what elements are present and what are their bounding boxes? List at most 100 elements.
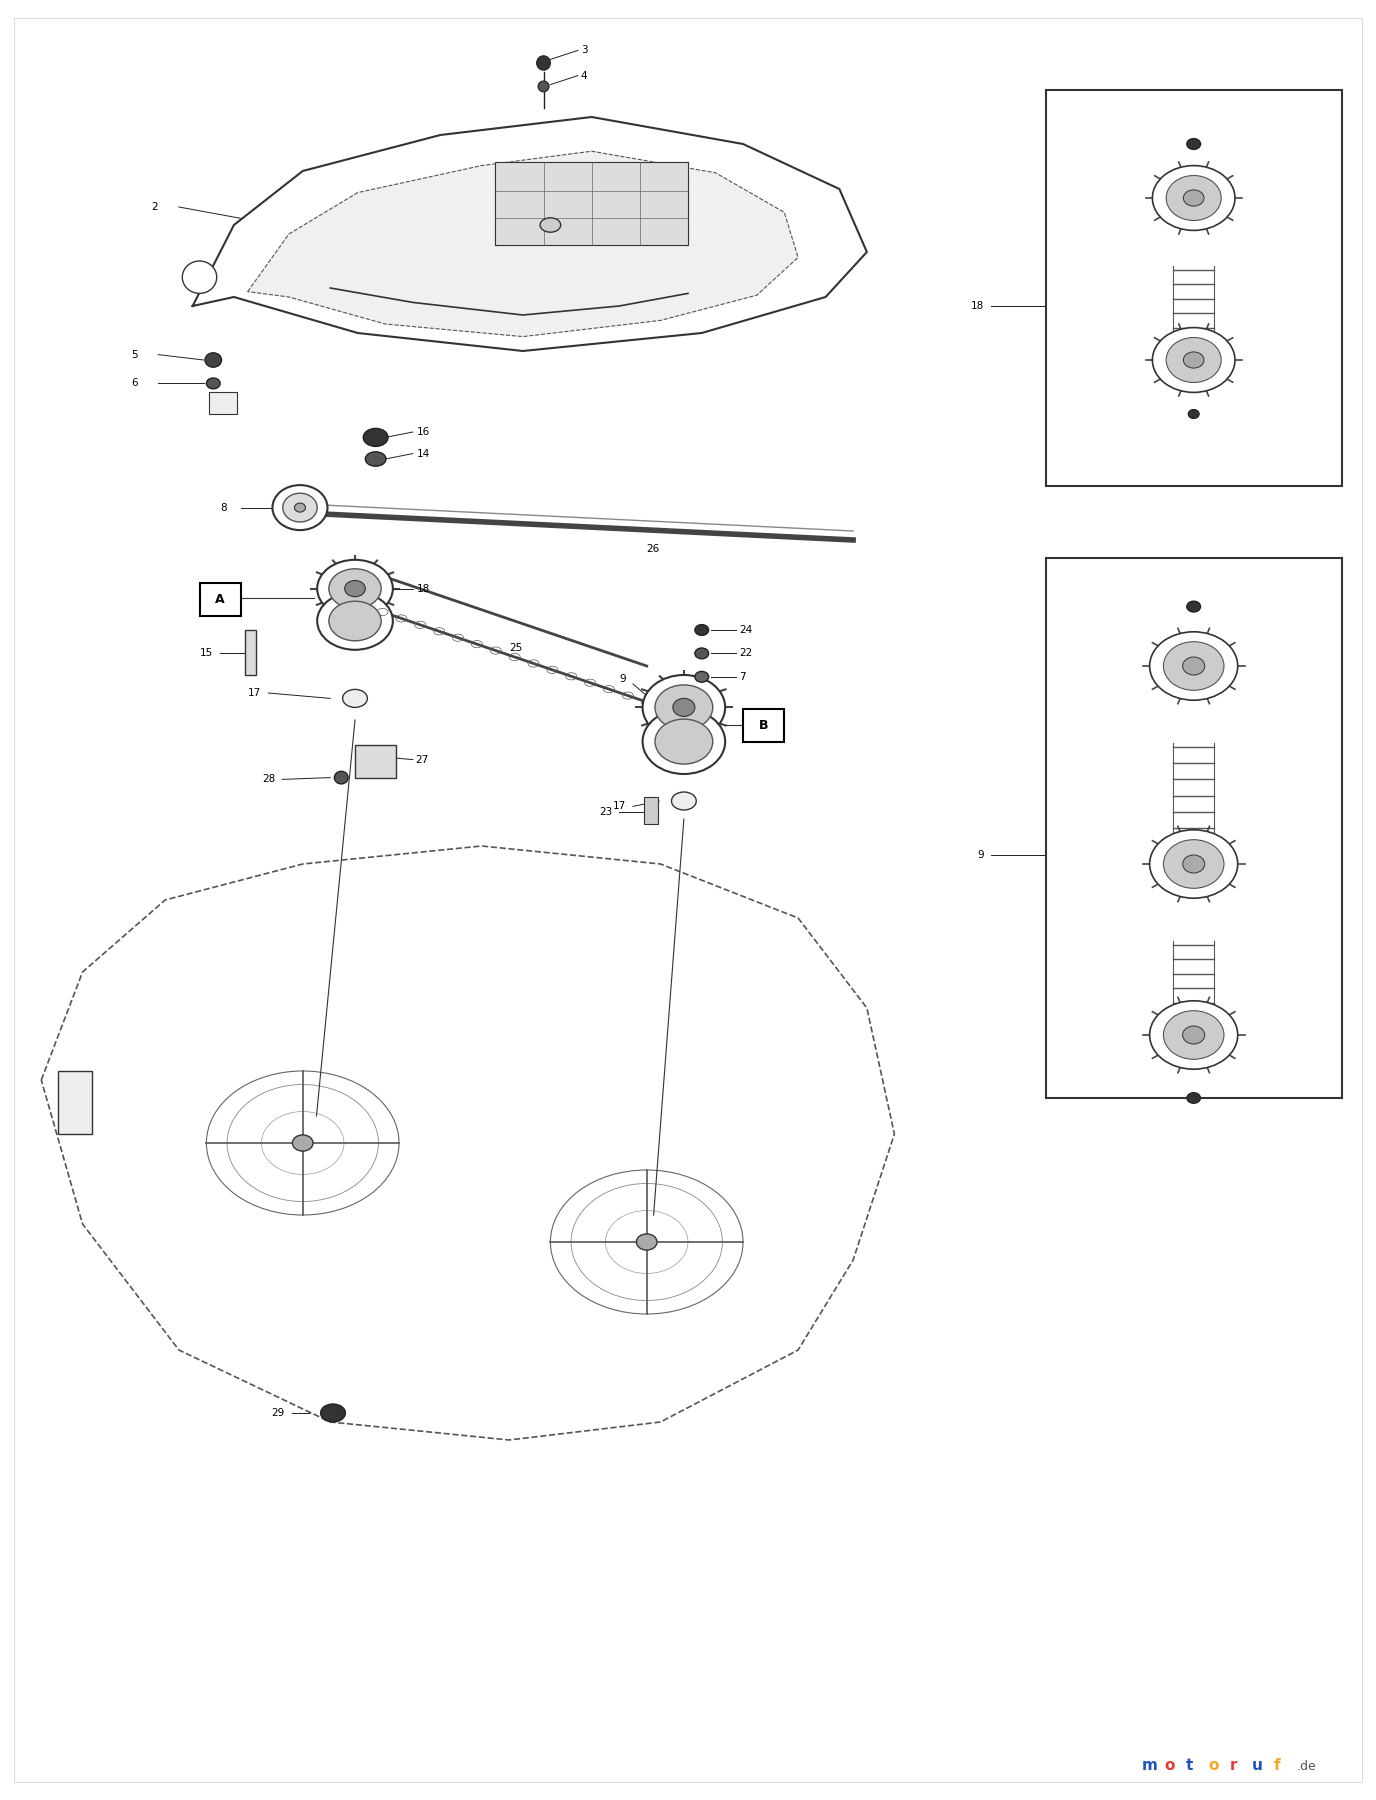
Bar [644, 797, 658, 824]
Text: 12: 12 [1240, 592, 1252, 603]
Text: 20: 20 [1240, 130, 1252, 140]
Ellipse shape [1165, 338, 1222, 383]
Polygon shape [248, 151, 798, 337]
Ellipse shape [1164, 841, 1225, 889]
Text: 3: 3 [581, 45, 588, 56]
Bar [245, 630, 256, 675]
Bar [1046, 90, 1342, 486]
Text: .de: .de [1296, 1760, 1315, 1773]
Text: 25: 25 [509, 643, 523, 653]
Ellipse shape [1183, 855, 1205, 873]
Text: t: t [1186, 1759, 1193, 1773]
Ellipse shape [182, 261, 217, 293]
Text: 4: 4 [581, 70, 588, 81]
Ellipse shape [673, 698, 695, 716]
Text: 24: 24 [739, 625, 753, 635]
Ellipse shape [539, 218, 561, 232]
Text: 11: 11 [1274, 652, 1287, 662]
Ellipse shape [1164, 1012, 1225, 1058]
Ellipse shape [334, 772, 348, 785]
Ellipse shape [1183, 353, 1204, 369]
Ellipse shape [321, 1404, 345, 1422]
Text: 2: 2 [151, 202, 158, 212]
Text: 13: 13 [1090, 1089, 1104, 1100]
Text: 23: 23 [599, 806, 612, 817]
Ellipse shape [643, 675, 725, 740]
Text: 5: 5 [131, 349, 138, 360]
Text: 10: 10 [1274, 859, 1287, 869]
Text: 26: 26 [647, 544, 660, 554]
Ellipse shape [345, 580, 366, 596]
Polygon shape [495, 162, 688, 245]
Text: B: B [760, 718, 768, 733]
Ellipse shape [272, 486, 327, 531]
Ellipse shape [1183, 1026, 1205, 1044]
Text: 17: 17 [612, 801, 626, 812]
Ellipse shape [1183, 657, 1205, 675]
Ellipse shape [366, 452, 385, 466]
Polygon shape [41, 846, 894, 1440]
Ellipse shape [643, 709, 725, 774]
Text: f: f [1274, 1759, 1281, 1773]
FancyBboxPatch shape [1050, 99, 1091, 144]
Text: 28: 28 [261, 774, 275, 785]
Text: 7: 7 [739, 671, 746, 682]
Text: 21: 21 [1090, 405, 1104, 416]
Ellipse shape [363, 428, 388, 446]
Ellipse shape [1164, 643, 1225, 691]
Bar [58, 1071, 92, 1134]
Text: 22: 22 [739, 648, 753, 659]
Ellipse shape [316, 592, 394, 650]
Ellipse shape [695, 648, 709, 659]
Ellipse shape [1153, 166, 1236, 230]
Ellipse shape [205, 353, 222, 367]
Bar [209, 392, 237, 414]
Text: 19: 19 [1281, 292, 1293, 302]
Text: A: A [216, 592, 224, 607]
Ellipse shape [538, 81, 549, 92]
Ellipse shape [293, 1136, 314, 1152]
FancyBboxPatch shape [200, 583, 241, 616]
Text: 14: 14 [417, 448, 431, 459]
Text: 9: 9 [977, 850, 984, 860]
Bar [1046, 558, 1342, 1098]
Text: 16: 16 [417, 427, 431, 437]
Ellipse shape [1165, 176, 1222, 221]
Text: 18: 18 [970, 301, 984, 311]
Text: 11: 11 [1274, 967, 1287, 977]
FancyBboxPatch shape [743, 709, 784, 742]
Ellipse shape [1189, 410, 1198, 419]
FancyBboxPatch shape [1050, 567, 1091, 612]
Text: 8: 8 [220, 502, 227, 513]
Ellipse shape [1150, 830, 1238, 898]
Ellipse shape [206, 378, 220, 389]
Text: 29: 29 [271, 1408, 285, 1418]
Text: u: u [1252, 1759, 1263, 1773]
Ellipse shape [343, 689, 367, 707]
Polygon shape [193, 117, 867, 351]
Ellipse shape [283, 493, 316, 522]
Ellipse shape [294, 504, 305, 513]
Ellipse shape [1186, 601, 1201, 612]
Ellipse shape [329, 601, 381, 641]
Ellipse shape [1186, 139, 1201, 149]
Text: m: m [1142, 1759, 1159, 1773]
Ellipse shape [329, 569, 381, 608]
Ellipse shape [1186, 1093, 1201, 1103]
Text: 27: 27 [416, 754, 429, 765]
Text: 15: 15 [200, 648, 213, 659]
Ellipse shape [316, 560, 394, 617]
Text: 18: 18 [417, 583, 431, 594]
Ellipse shape [1150, 632, 1238, 700]
Text: 9: 9 [619, 673, 626, 684]
Ellipse shape [537, 56, 550, 70]
Ellipse shape [1150, 1001, 1238, 1069]
Ellipse shape [695, 625, 709, 635]
Ellipse shape [636, 1235, 658, 1249]
Text: o: o [1208, 1759, 1219, 1773]
Bar [355, 745, 396, 778]
Ellipse shape [1153, 328, 1236, 392]
Ellipse shape [1183, 191, 1204, 207]
Ellipse shape [695, 671, 709, 682]
Ellipse shape [655, 720, 713, 765]
